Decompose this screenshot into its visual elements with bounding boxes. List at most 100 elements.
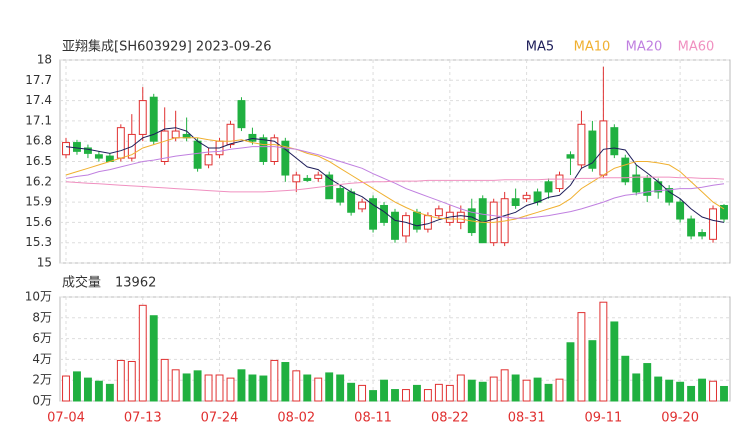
volume-bar (215, 374, 224, 402)
candle-body (325, 174, 334, 200)
candle-body (303, 177, 312, 181)
candle-body (544, 181, 553, 193)
volume-bar (720, 385, 728, 402)
candle-body (336, 188, 345, 203)
volume-bar (193, 370, 202, 402)
candle-body (610, 127, 619, 156)
volume-bar (698, 378, 707, 402)
candle-body (588, 130, 597, 169)
volume-bar (632, 373, 641, 402)
x-tick-label: 07-24 (201, 411, 239, 426)
legend-label: MA60 (678, 40, 715, 55)
candle-body (83, 147, 92, 154)
candle-body (259, 137, 268, 162)
volume-tick-label: 2万 (32, 373, 52, 387)
candle-body (160, 130, 169, 163)
candle-body (94, 154, 103, 159)
ma-line (65, 137, 725, 223)
volume-bar (676, 381, 685, 402)
candle-body (270, 137, 279, 162)
candle-body (138, 100, 147, 135)
volume-bar (566, 342, 575, 402)
volume-bar (610, 321, 619, 402)
x-tick-label: 07-13 (124, 411, 162, 426)
y-tick-label: 15 (37, 256, 52, 270)
legend-label: MA20 (626, 40, 663, 55)
volume-bar (303, 374, 312, 402)
volume-bar (347, 382, 356, 402)
volume-bar (149, 315, 158, 402)
ma-line (65, 176, 725, 193)
candle-body (193, 140, 202, 169)
candle-body (369, 198, 378, 230)
candle-body (149, 96, 158, 142)
volume-bar (402, 389, 410, 402)
volume-title: 成交量 (62, 275, 101, 291)
candle-body (511, 198, 520, 206)
volume-bar (325, 372, 334, 402)
candle-body (676, 201, 685, 220)
volume-bar (160, 358, 169, 402)
y-tick-label: 17.1 (25, 113, 52, 127)
y-tick-label: 15.9 (25, 195, 52, 209)
volume-bar (621, 355, 630, 402)
volume-bar (544, 383, 553, 402)
volume-bar (709, 380, 717, 402)
x-tick-label: 09-11 (584, 411, 622, 426)
candle-body (314, 174, 323, 179)
candle-body (687, 218, 696, 237)
volume-bar (412, 384, 421, 402)
candle-body (566, 154, 575, 159)
candle-body (555, 174, 564, 190)
candle-body (577, 123, 586, 166)
volume-bar (511, 374, 520, 402)
candle-body (456, 211, 465, 223)
candle-body (62, 142, 70, 156)
volume-bar (478, 381, 487, 402)
y-tick-label: 17.4 (25, 93, 52, 107)
volume-bar (665, 379, 674, 402)
volume-bar (138, 304, 147, 402)
volume-tick-label: 0万 (32, 394, 52, 408)
candle-body (292, 174, 301, 183)
candle-body (281, 140, 290, 176)
volume-bar (62, 375, 70, 402)
volume-bar (270, 359, 279, 402)
y-tick-label: 15.6 (25, 215, 52, 229)
candle-body (643, 177, 652, 196)
volume-bar (643, 363, 652, 402)
volume-bar (314, 377, 323, 402)
volume-bar (489, 376, 498, 402)
candle-body (226, 123, 235, 146)
volume-bar (588, 340, 597, 402)
volume-tick-label: 6万 (32, 331, 52, 345)
candle-body (204, 154, 213, 166)
y-tick-label: 16.8 (25, 134, 52, 148)
volume-bar (292, 370, 301, 402)
chart-title: 亚翔集成[SH603929] 2023-09-26 (62, 39, 271, 55)
volume-bar (500, 369, 509, 402)
candle-body (621, 157, 630, 183)
candle-body (698, 232, 707, 237)
volume-bar (171, 369, 180, 402)
ma-line (65, 146, 725, 219)
candle-body (116, 127, 125, 159)
volume-bar (456, 374, 465, 402)
volume-bar (358, 384, 367, 402)
volume-bar (391, 389, 399, 402)
candle-body (391, 211, 399, 240)
volume-bar (281, 362, 290, 402)
volume-frame (59, 296, 731, 402)
y-tick-label: 17.7 (25, 73, 52, 87)
volume-bar (380, 379, 388, 402)
volume-bar (434, 383, 443, 402)
candle-body (248, 133, 257, 142)
volume-bar (467, 379, 476, 402)
candle-body (73, 142, 81, 152)
volume-tick-label: 8万 (32, 310, 52, 324)
volume-bar (94, 380, 103, 402)
legend-label: MA10 (574, 40, 611, 55)
volume-bar (182, 373, 191, 402)
volume-tick-label: 10万 (25, 290, 52, 304)
volume-bar (237, 369, 246, 402)
